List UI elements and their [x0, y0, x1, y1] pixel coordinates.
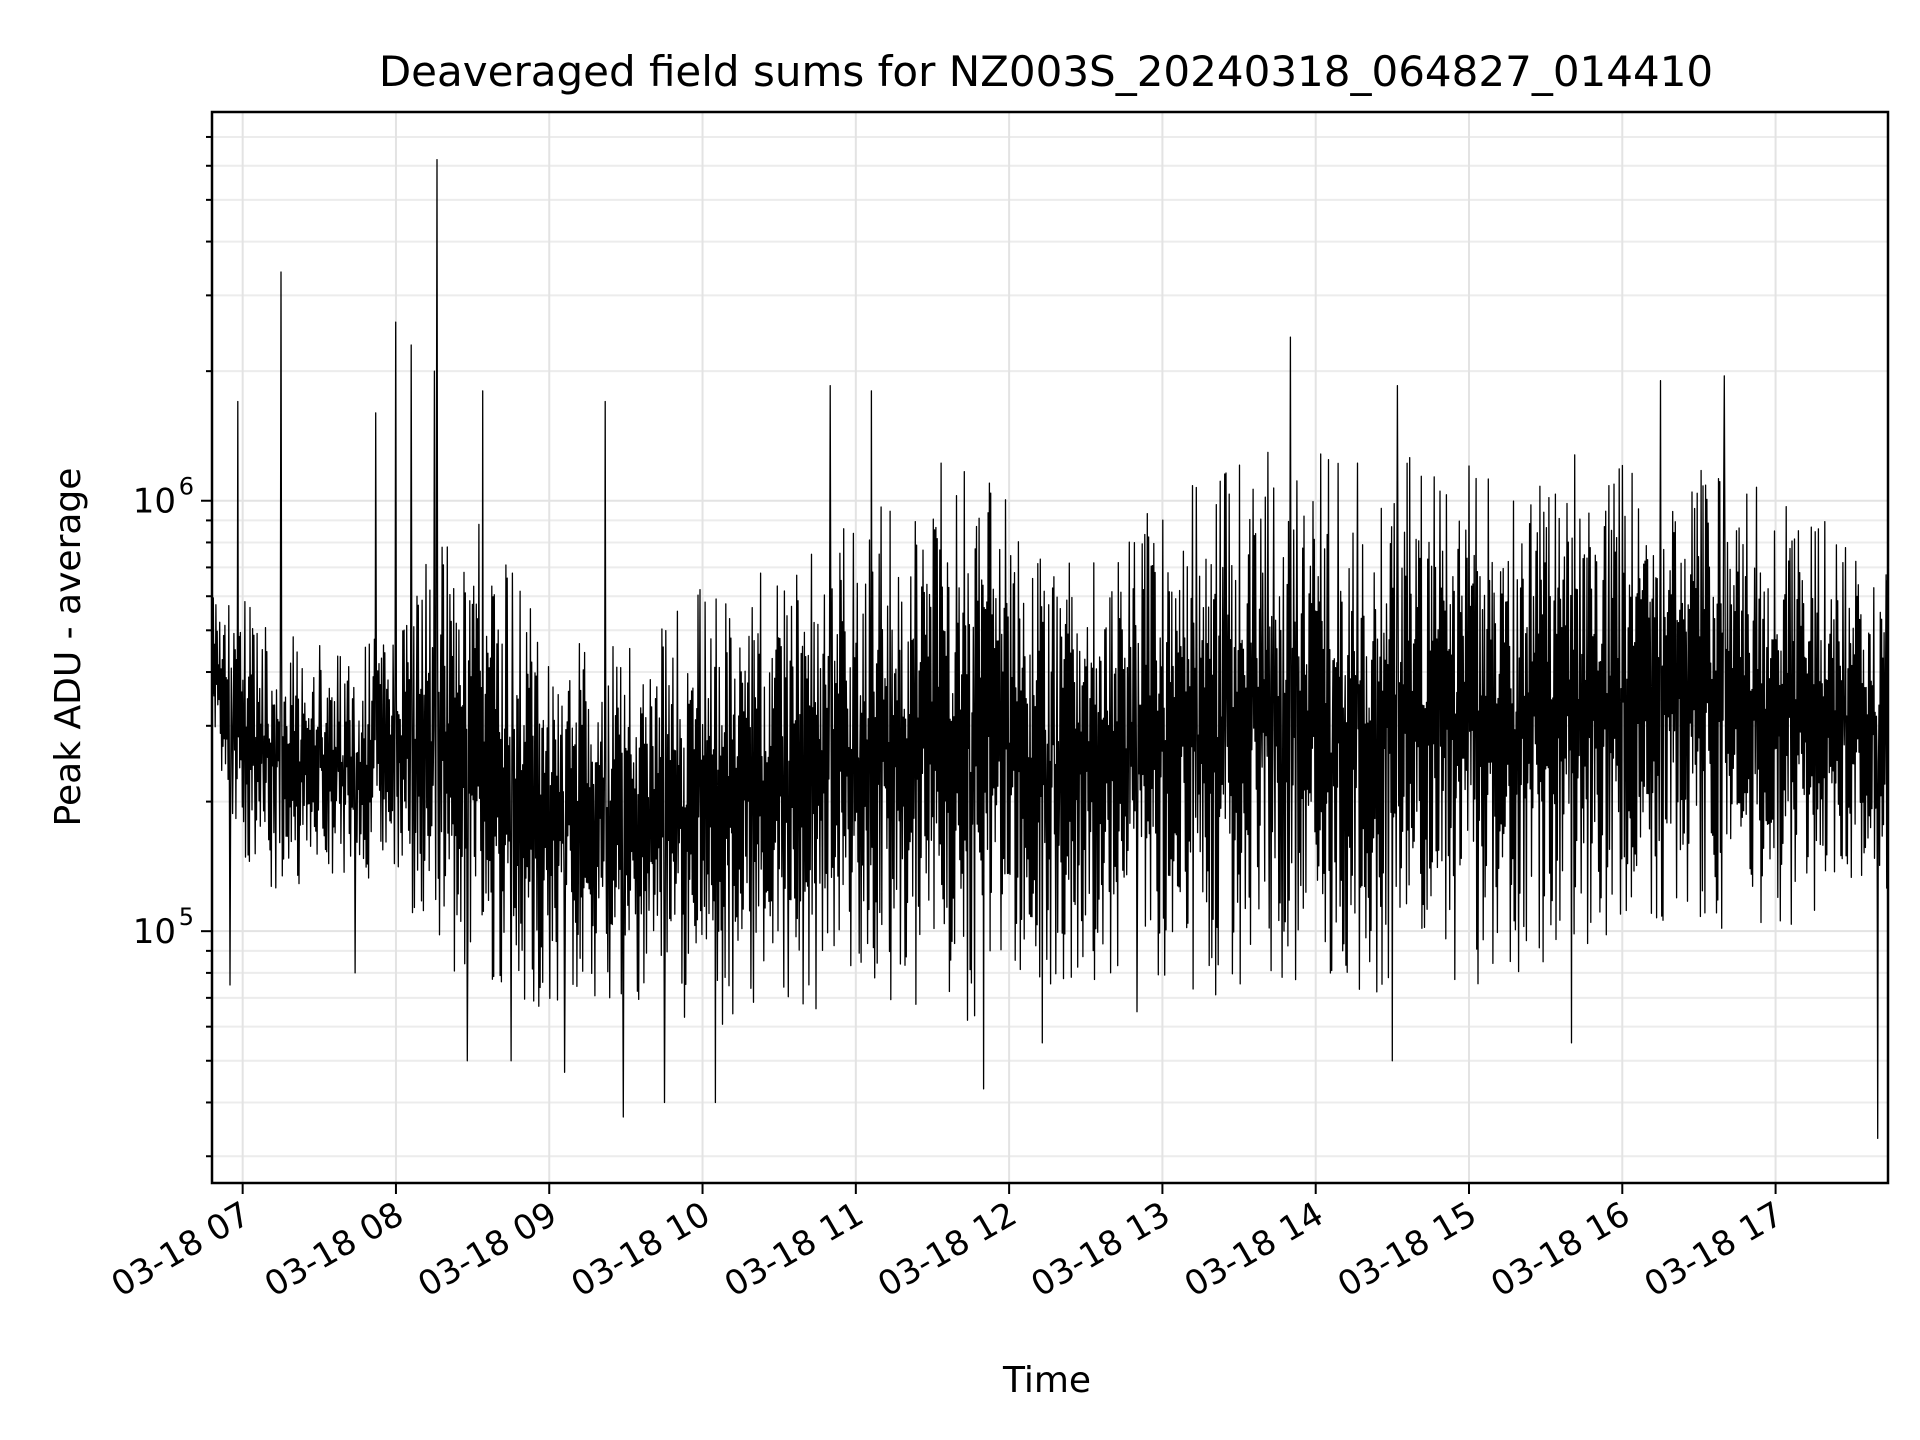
x-tick-label: 03-18 12	[871, 1194, 1023, 1305]
y-tick-label: 10	[133, 482, 176, 522]
x-tick-label: 03-18 14	[1178, 1194, 1330, 1305]
series-line	[211, 158, 1889, 1140]
x-tick-label: 03-18 09	[411, 1194, 563, 1305]
x-tick-label: 03-18 17	[1638, 1194, 1790, 1305]
y-tick-label-exponent: 5	[179, 903, 194, 931]
y-tick-label-exponent: 6	[179, 473, 194, 501]
x-tick-label: 03-18 07	[105, 1194, 257, 1305]
x-tick-label: 03-18 11	[718, 1194, 870, 1305]
x-axis-label: Time	[1002, 1360, 1091, 1401]
x-tick-label: 03-18 16	[1484, 1194, 1636, 1305]
y-tick-label: 10	[133, 912, 176, 952]
x-tick-label: 03-18 15	[1331, 1194, 1483, 1305]
y-axis-label: Peak ADU - average	[48, 468, 89, 827]
x-tick-label: 03-18 13	[1025, 1194, 1177, 1305]
x-tick-label: 03-18 08	[258, 1194, 410, 1305]
plot-frame	[210, 110, 1890, 1185]
chart-title: Deaveraged field sums for NZ003S_2024031…	[379, 47, 1713, 96]
x-tick-label: 03-18 10	[565, 1194, 717, 1305]
series-layer	[211, 158, 1889, 1140]
